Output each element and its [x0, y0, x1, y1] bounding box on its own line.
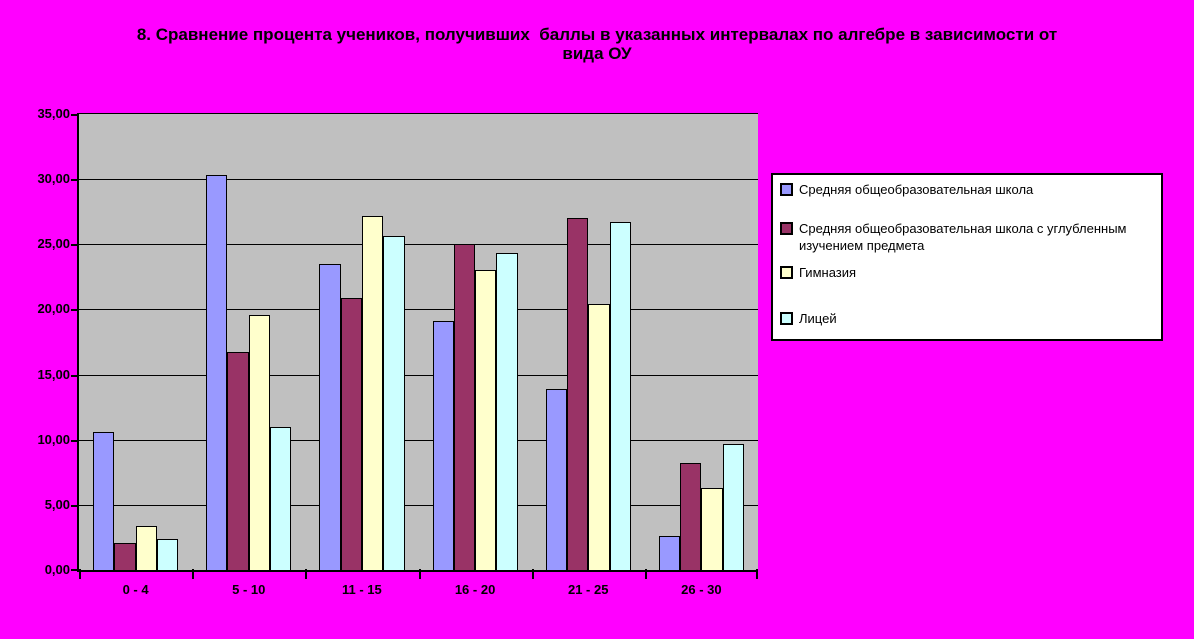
- bar: [156, 539, 179, 570]
- legend-label: Лицей: [799, 311, 837, 326]
- bar: [361, 216, 384, 570]
- x-tick: [645, 569, 647, 579]
- legend-label: Гимназия: [799, 265, 857, 280]
- y-tick: [71, 114, 77, 116]
- y-tick: [71, 244, 77, 246]
- bar: [701, 488, 723, 570]
- bar-group: [645, 114, 758, 570]
- x-tick: [192, 569, 194, 579]
- bar-group: [419, 114, 532, 570]
- x-tick: [305, 569, 307, 579]
- x-tick-label: 26 - 30: [681, 582, 722, 597]
- bar-group: [192, 114, 305, 570]
- x-tick: [532, 569, 534, 579]
- y-tick: [71, 179, 77, 181]
- bar: [93, 432, 115, 570]
- bar: [566, 218, 589, 570]
- y-tick: [71, 309, 77, 311]
- legend-swatch-icon: [780, 183, 793, 196]
- chart-title-line2: вида ОУ: [562, 44, 632, 63]
- bar: [545, 389, 567, 570]
- bar-group: [532, 114, 645, 570]
- bar: [227, 352, 249, 570]
- y-tick-label: 5,00: [44, 497, 70, 512]
- legend-entry: Гимназия: [780, 264, 856, 281]
- legend-swatch-icon: [780, 222, 793, 235]
- bar: [319, 264, 341, 570]
- y-tick-label: 15,00: [37, 367, 70, 382]
- x-tick: [419, 569, 421, 579]
- bar: [340, 298, 362, 570]
- plot-area: [71, 113, 758, 579]
- x-tick-label: 5 - 10: [232, 582, 266, 597]
- gridline: [79, 375, 758, 376]
- legend-entry: Средняя общеобразовательная школа с углу…: [780, 220, 1149, 254]
- bar-group: [79, 114, 192, 570]
- bar: [453, 244, 476, 570]
- legend: Средняя общеобразовательная школа Средняя…: [771, 173, 1163, 341]
- bar: [135, 526, 157, 570]
- gridline: [79, 179, 758, 180]
- legend-swatch-icon: [780, 312, 793, 325]
- bar: [475, 270, 497, 570]
- x-tick: [756, 569, 758, 579]
- legend-entry: Средняя общеобразовательная школа: [780, 181, 1033, 198]
- bar: [722, 444, 745, 570]
- bar: [114, 543, 136, 570]
- gridline: [79, 244, 758, 245]
- gridline: [79, 309, 758, 310]
- bar: [270, 427, 292, 570]
- y-tick-label: 20,00: [37, 301, 70, 316]
- gridline: [79, 440, 758, 441]
- bar: [432, 321, 454, 570]
- chart-title-line1: 8. Сравнение процента учеников, получивш…: [136, 25, 1058, 44]
- y-tick-label: 10,00: [37, 432, 70, 447]
- bar: [496, 253, 518, 570]
- x-tick: [79, 569, 81, 579]
- bar-group: [305, 114, 418, 570]
- y-tick: [71, 375, 77, 377]
- x-tick-label: 0 - 4: [122, 582, 149, 597]
- legend-label: Средняя общеобразовательная школа с углу…: [799, 221, 1127, 253]
- x-tick-label: 11 - 15: [342, 582, 382, 597]
- bar: [206, 175, 228, 570]
- legend-swatch-icon: [780, 266, 793, 279]
- bar: [658, 536, 681, 570]
- legend-entry: Лицей: [780, 310, 837, 327]
- legend-label: Средняя общеобразовательная школа: [799, 182, 1034, 197]
- gridline: [79, 505, 758, 506]
- bar: [680, 463, 702, 570]
- bar: [248, 315, 271, 570]
- chart-title: 8. Сравнение процента учеников, получивш…: [0, 25, 1194, 63]
- x-tick-label: 21 - 25: [567, 582, 609, 597]
- bar: [383, 236, 405, 570]
- y-tick: [71, 505, 77, 507]
- y-tick: [71, 569, 77, 571]
- y-tick: [71, 440, 77, 442]
- x-axis-labels: 0 - 4 5 - 10 11 - 15 16 - 20 21 - 25 26 - 30: [79, 582, 758, 598]
- y-tick-label: 30,00: [37, 171, 70, 186]
- y-tick-label: 0,00: [44, 562, 70, 577]
- x-tick-label: 16 - 20: [454, 582, 496, 597]
- y-tick-label: 35,00: [37, 106, 70, 121]
- bar: [588, 304, 610, 570]
- y-tick-label: 25,00: [37, 236, 70, 251]
- y-axis-labels: 0,00 5,00 10,00 15,00 20,00 25,00 30,00 35,00: [0, 107, 70, 577]
- bar: [609, 222, 631, 570]
